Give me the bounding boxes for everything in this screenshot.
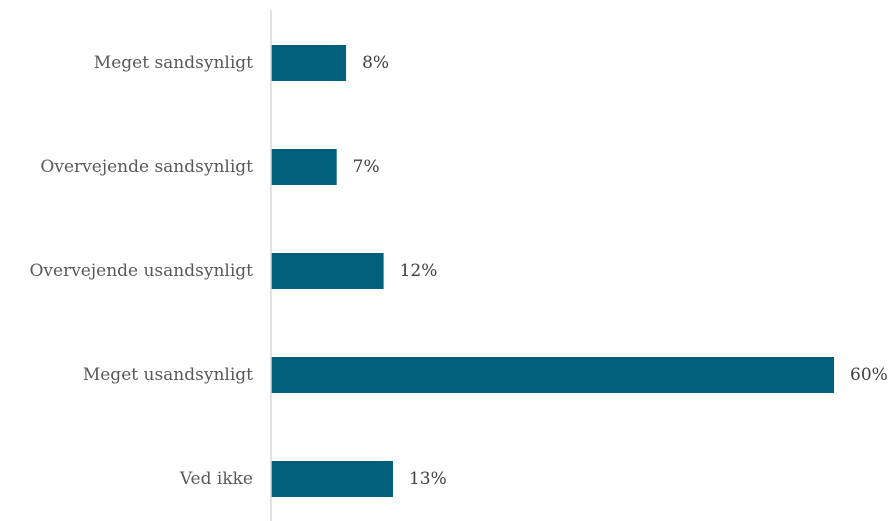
bars-group [271, 45, 834, 497]
value-label-4: 13% [409, 469, 447, 489]
category-label-0: Meget sandsynligt [94, 53, 253, 73]
bar-0 [271, 45, 347, 81]
category-labels-group: Meget sandsynligt Overvejende sandsynligt… [29, 53, 253, 489]
value-label-0: 8% [362, 53, 389, 73]
bar-2 [271, 253, 384, 289]
value-label-1: 7% [353, 157, 380, 177]
bar-4 [271, 461, 393, 497]
value-label-2: 12% [400, 261, 438, 281]
category-label-2: Overvejende usandsynligt [29, 261, 253, 281]
bar-1 [271, 149, 337, 185]
category-label-1: Overvejende sandsynligt [40, 157, 253, 177]
value-label-3: 60% [850, 365, 888, 385]
bar-3 [271, 357, 834, 393]
value-labels-group: 8% 7% 12% 60% 13% [353, 53, 888, 489]
category-label-3: Meget usandsynligt [83, 365, 253, 385]
category-label-4: Ved ikke [179, 469, 253, 489]
